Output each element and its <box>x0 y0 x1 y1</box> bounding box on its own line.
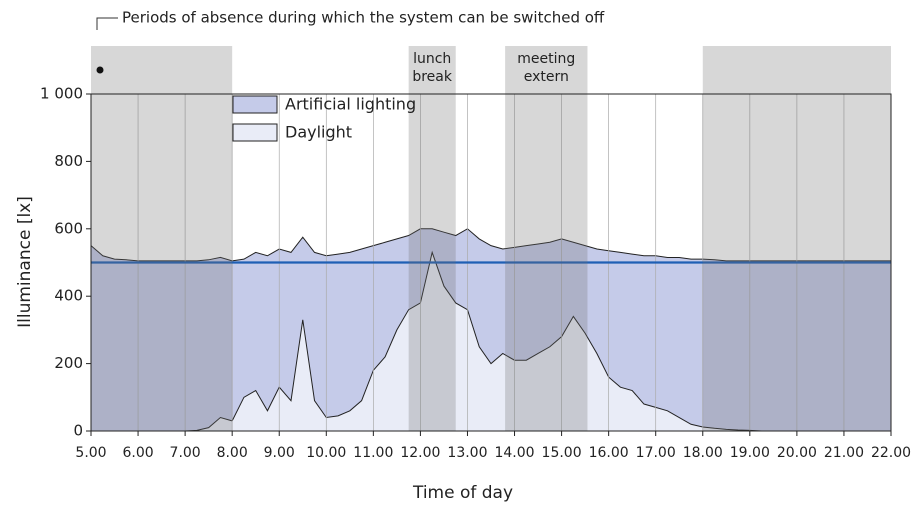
x-axis-label: Time of day <box>412 483 513 503</box>
x-tick-label: 19.00 <box>730 445 770 461</box>
legend-label: Daylight <box>285 123 352 142</box>
band-label: extern <box>524 69 569 85</box>
area-artificial <box>91 228 891 431</box>
x-tick-label: 12.00 <box>400 445 440 461</box>
legend-swatch <box>232 123 278 142</box>
x-tick-label: 20.00 <box>777 445 817 461</box>
x-tick-label: 14.00 <box>494 445 534 461</box>
annotation-dot <box>96 66 104 74</box>
x-tick-label: 16.00 <box>589 445 629 461</box>
legend-swatch <box>232 95 278 114</box>
annotation-leader <box>96 17 118 30</box>
y-tick-label: 1 000 <box>40 85 83 103</box>
y-tick-label: 0 <box>73 422 83 440</box>
y-tick-label: 200 <box>54 354 83 372</box>
x-tick-label: 21.00 <box>824 445 864 461</box>
x-tick-label: 13.00 <box>447 445 487 461</box>
x-tick-label: 5.00 <box>75 445 106 461</box>
absence-band <box>91 46 233 431</box>
x-tick-label: 10.00 <box>306 445 346 461</box>
y-axis-label: Illuminance [lx] <box>15 196 35 328</box>
band-label: break <box>412 69 453 85</box>
y-tick-label: 600 <box>54 219 83 237</box>
absence-band <box>408 46 456 431</box>
x-tick-label: 7.00 <box>170 445 201 461</box>
absence-band <box>702 46 891 431</box>
x-tick-label: 18.00 <box>683 445 723 461</box>
x-tick-label: 15.00 <box>542 445 582 461</box>
band-label: meeting <box>517 51 575 67</box>
area-daylight <box>91 252 891 431</box>
x-tick-label: 6.00 <box>122 445 153 461</box>
band-label: lunch <box>413 51 451 67</box>
x-tick-label: 8.00 <box>217 445 248 461</box>
overlays: lunch break meeting extern <box>90 46 892 432</box>
plot-frame <box>90 93 892 432</box>
x-tick-label: 9.00 <box>264 445 295 461</box>
annotation: Periods of absence during which the syst… <box>122 9 605 27</box>
x-tick-label: 17.00 <box>636 445 676 461</box>
absence-band <box>505 46 588 431</box>
x-tick-label: 22.00 <box>871 445 911 461</box>
y-tick-label: 800 <box>54 152 83 170</box>
x-tick-label: 11.00 <box>353 445 393 461</box>
y-tick-label: 400 <box>54 287 83 305</box>
total-outline <box>90 228 891 262</box>
legend-label: Artificial lighting <box>285 95 416 114</box>
